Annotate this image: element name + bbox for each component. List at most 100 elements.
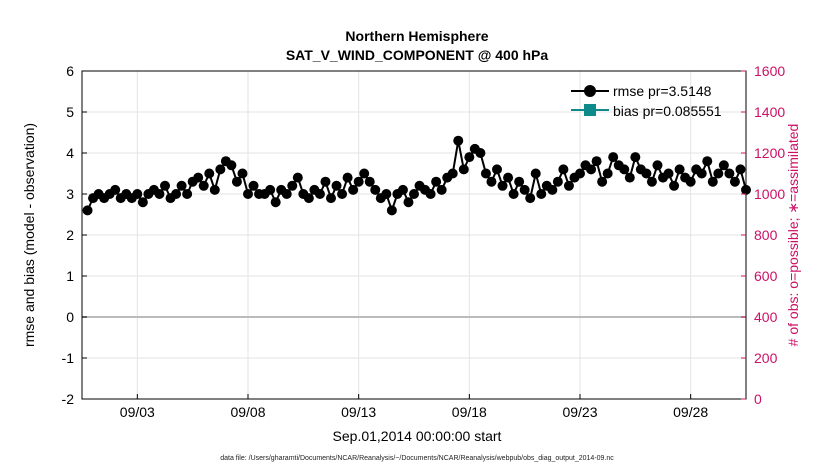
y-left-tick-label: -1	[62, 350, 75, 366]
x-tick-label: 09/23	[562, 404, 597, 420]
rmse-point	[82, 205, 93, 216]
y-right-tick-label: 600	[754, 268, 778, 284]
rmse-point	[331, 180, 342, 191]
rmse-point	[729, 176, 740, 187]
y-right-tick-label: 1400	[754, 104, 785, 120]
rmse-point	[646, 176, 657, 187]
y-right-tick-label: 400	[754, 309, 778, 325]
y-left-tick-label: -2	[62, 391, 75, 407]
rmse-point	[536, 189, 547, 199]
rmse-point	[154, 189, 165, 199]
rmse-point	[696, 168, 707, 179]
rmse-point	[198, 180, 209, 191]
y-right-tick-label: 800	[754, 227, 778, 243]
rmse-point	[342, 172, 353, 183]
rmse-point	[270, 197, 281, 208]
rmse-point	[486, 176, 497, 187]
legend-bias-label: bias pr=0.085551	[613, 103, 722, 119]
rmse-point	[160, 180, 170, 191]
rmse-point	[209, 184, 220, 195]
rmse-point	[702, 156, 713, 167]
rmse-series-layer	[82, 135, 751, 216]
rmse-point	[215, 164, 226, 175]
rmse-point	[597, 176, 608, 187]
rmse-point	[503, 172, 514, 183]
rmse-point	[508, 189, 519, 199]
rmse-point	[663, 168, 674, 179]
rmse-point	[436, 184, 447, 195]
rmse-point	[237, 168, 248, 179]
rmse-point	[137, 197, 148, 208]
rmse-point	[453, 135, 464, 146]
rmse-point	[409, 189, 419, 199]
rmse-point	[193, 172, 204, 183]
rmse-point	[370, 184, 381, 195]
rmse-point	[563, 180, 574, 191]
rmse-point	[480, 168, 491, 179]
y-right-tick-label: 1000	[754, 186, 785, 202]
chart-title-line1: Northern Hemisphere	[345, 28, 488, 44]
y-axis-left-label: rmse and bias (model - observation)	[21, 123, 37, 347]
rmse-point	[492, 164, 502, 175]
rmse-point	[530, 168, 541, 179]
legend-bias-marker	[584, 104, 596, 116]
rmse-point	[547, 184, 558, 195]
x-axis-label: Sep.01,2014 00:00:00 start	[333, 428, 502, 444]
rmse-point	[132, 189, 143, 199]
rmse-point	[447, 168, 458, 179]
rmse-point	[243, 189, 253, 199]
rmse-point	[735, 164, 746, 175]
rmse-point	[724, 168, 735, 179]
y-right-tick-label: 1200	[754, 145, 785, 161]
legend-rmse-marker	[584, 85, 596, 97]
rmse-point	[718, 160, 729, 171]
rmse-point	[519, 184, 530, 195]
rmse-point	[497, 180, 508, 191]
rmse-point	[641, 168, 652, 179]
rmse-point	[204, 168, 215, 179]
rmse-point	[231, 176, 242, 187]
rmse-point	[359, 168, 370, 179]
rmse-point	[608, 152, 619, 163]
rmse-point	[397, 184, 408, 195]
rmse-point	[586, 164, 597, 175]
rmse-point	[386, 205, 397, 216]
x-tick-label: 09/18	[452, 404, 487, 420]
rmse-point	[348, 184, 359, 195]
rmse-point	[713, 168, 724, 179]
rmse-point	[425, 189, 436, 199]
rmse-point	[674, 164, 685, 175]
y-right-tick-label: 0	[754, 391, 762, 407]
rmse-point	[292, 172, 303, 183]
rmse-point	[619, 164, 630, 175]
rmse-point	[630, 152, 641, 163]
rmse-point	[431, 176, 442, 187]
rmse-point	[226, 160, 237, 171]
data-file-footnote: data file: /Users/gharamti/Documents/NCA…	[220, 455, 614, 462]
x-tick-label: 09/03	[120, 404, 155, 420]
y-left-tick-label: 0	[66, 309, 74, 325]
rmse-point	[464, 152, 475, 163]
rmse-point	[281, 189, 292, 199]
rmse-point	[624, 172, 635, 183]
rmse-point	[458, 164, 469, 175]
rmse-point	[652, 160, 663, 171]
rmse-point	[353, 176, 364, 187]
rmse-point	[552, 176, 563, 187]
rmse-point	[475, 148, 486, 158]
rmse-point	[381, 189, 392, 199]
rmse-point	[525, 193, 536, 204]
y-left-tick-label: 1	[66, 268, 74, 284]
rmse-point	[707, 176, 718, 187]
rmse-point	[182, 189, 193, 199]
rmse-point	[303, 193, 314, 204]
legend: rmse pr=3.5148 bias pr=0.085551	[571, 83, 722, 119]
rmse-point	[337, 189, 348, 199]
rmse-point	[685, 176, 696, 187]
y-left-tick-label: 5	[66, 104, 74, 120]
rmse-point	[514, 176, 525, 187]
rmse-point	[320, 176, 331, 187]
x-tick-label: 09/28	[673, 404, 708, 420]
rmse-point	[575, 168, 585, 179]
rmse-point	[403, 197, 414, 208]
